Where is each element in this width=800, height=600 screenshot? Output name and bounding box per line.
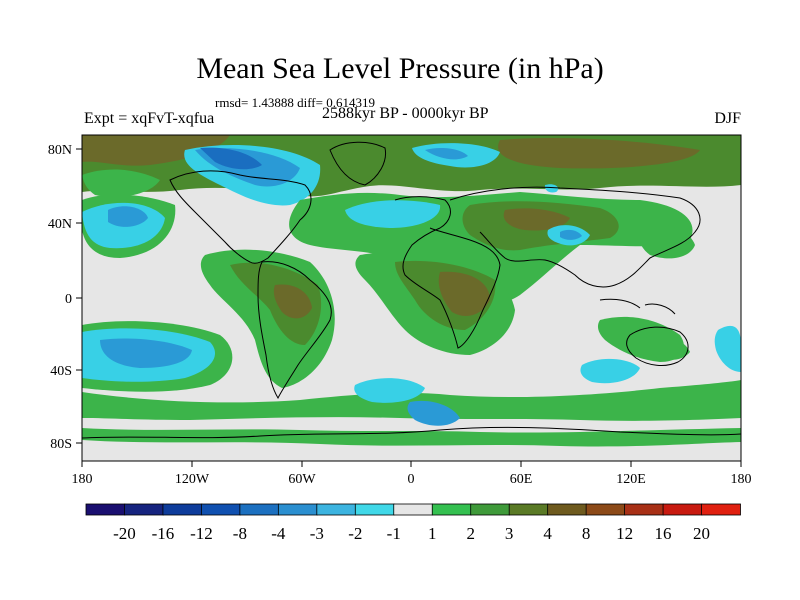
colorbar-swatch xyxy=(624,503,664,516)
coast-north-america xyxy=(169,170,312,264)
lat-tick-label: 80N xyxy=(48,143,72,158)
colorbar-label: 8 xyxy=(582,524,591,543)
lon-tick-label: 60E xyxy=(510,472,533,487)
colorbar-label: -3 xyxy=(310,524,324,543)
antarctic-neutral xyxy=(82,440,741,461)
colorbar-label: 3 xyxy=(505,524,514,543)
colorbar-label: -20 xyxy=(113,524,136,543)
colorbar-label: -16 xyxy=(152,524,175,543)
coast-south-america xyxy=(257,261,332,400)
colorbar-label: 4 xyxy=(543,524,552,543)
colorbar-swatch xyxy=(201,503,241,516)
colorbar-swatch xyxy=(547,503,588,516)
colorbar-swatch xyxy=(354,503,395,516)
coastlines xyxy=(82,141,741,439)
colorbar-label: -12 xyxy=(190,524,213,543)
colorbar-swatch xyxy=(470,503,511,516)
colorbar-swatch xyxy=(316,503,357,516)
canada-low-deep xyxy=(200,147,262,170)
npac-blue-core xyxy=(108,206,148,227)
season-label: DJF xyxy=(714,110,741,127)
colorbar-swatch xyxy=(85,503,126,516)
arctic-cyan-small xyxy=(544,184,559,193)
lat-tick-label: 40N xyxy=(48,217,72,232)
colorbar-swatch xyxy=(431,503,472,516)
arctic-brown xyxy=(82,135,230,166)
lon-tick-label: 120W xyxy=(175,472,210,487)
lon-tick-label: 180 xyxy=(731,472,752,487)
lon-tick-label: 120E xyxy=(616,472,646,487)
colorbar-label: 2 xyxy=(466,524,475,543)
colorbar-label: 16 xyxy=(655,524,672,543)
arctic-brown-east xyxy=(498,138,700,169)
east-pacific-cyan xyxy=(714,325,741,372)
samerica-olive xyxy=(230,262,322,345)
time-label: 2588kyr BP - 0000kyr BP xyxy=(322,105,489,122)
colorbar-label: 1 xyxy=(428,524,437,543)
colorbar-swatch xyxy=(393,503,434,516)
colorbar: -20 -16 -12 -8 -4 -3 -2 -1 1 2 3 4 8 12 16 20 xyxy=(85,503,741,543)
lon-tick-label: 60W xyxy=(288,472,316,487)
aus-green xyxy=(642,335,690,360)
indian-cyan xyxy=(580,358,640,384)
colorbar-label: 12 xyxy=(616,524,633,543)
coast-asia xyxy=(449,186,701,288)
colorbar-swatch xyxy=(124,503,164,516)
spac-blue xyxy=(100,338,192,368)
natl-cyan xyxy=(345,200,441,228)
green-northwest xyxy=(82,169,160,197)
colorbar-swatch xyxy=(585,503,626,516)
lon-tick-label: 0 xyxy=(408,472,415,487)
colorbar-swatch xyxy=(662,503,703,516)
lat-tick-label: 0 xyxy=(65,292,72,307)
colorbar-swatch xyxy=(162,503,203,516)
coast-africa-europe xyxy=(394,196,501,349)
east-asia-green xyxy=(638,223,695,259)
south-cyan-low xyxy=(354,378,425,403)
coast-australia xyxy=(626,326,689,366)
lon-tick-label: 180 xyxy=(72,472,93,487)
colorbar-label: 20 xyxy=(693,524,710,543)
chart-title: Mean Sea Level Pressure (in hPa) xyxy=(196,52,604,85)
coast-greenland xyxy=(329,141,387,186)
colorbar-label: -1 xyxy=(387,524,401,543)
lon-tick-labels: 180 120W 60W 0 60E 120E 180 xyxy=(72,472,752,487)
samerica-brown xyxy=(273,284,312,319)
stats-text: rmsd= 1.43888 diff= 0.614319 xyxy=(215,95,375,110)
colorbar-label: -4 xyxy=(271,524,286,543)
pressure-field xyxy=(82,135,741,461)
south-blue-low xyxy=(407,400,460,426)
africa-brown xyxy=(438,271,490,316)
lat-tick-label: 40S xyxy=(50,364,72,379)
colorbar-swatch xyxy=(701,503,741,516)
experiment-label: Expt = xqFvT-xqfua xyxy=(84,110,215,127)
arctic-blue xyxy=(425,148,468,160)
lat-tick-labels: 80N 40N 0 40S 80S xyxy=(48,143,72,452)
colorbar-swatch xyxy=(239,503,280,516)
coast-antarctica xyxy=(82,426,741,439)
colorbar-swatch xyxy=(508,503,549,516)
colorbar-label: -2 xyxy=(348,524,362,543)
coast-maritime xyxy=(599,298,676,315)
asia-blue-low xyxy=(560,229,582,240)
eurasia-brown xyxy=(503,208,570,231)
ticks xyxy=(76,148,742,467)
south-green-band xyxy=(82,380,741,421)
colorbar-swatch xyxy=(277,503,318,516)
colorbar-label: -8 xyxy=(233,524,247,543)
lat-tick-label: 80S xyxy=(50,437,72,452)
